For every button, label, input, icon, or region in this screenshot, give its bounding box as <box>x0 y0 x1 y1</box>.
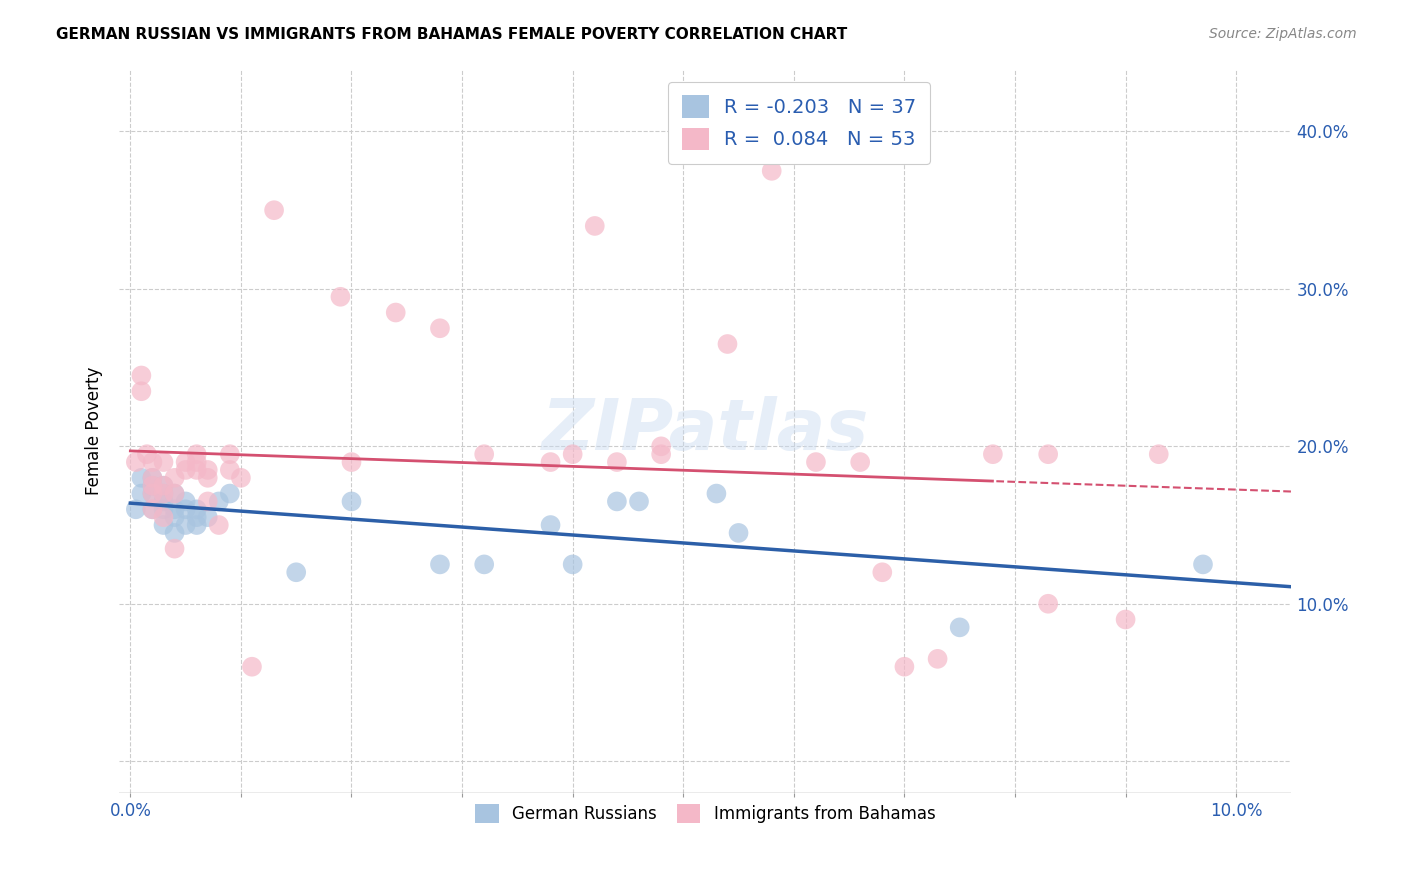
Point <box>186 510 208 524</box>
Point <box>163 510 186 524</box>
Point <box>163 486 186 500</box>
Point <box>561 447 583 461</box>
Point <box>340 494 363 508</box>
Point <box>384 305 406 319</box>
Point <box>163 541 186 556</box>
Point <box>650 447 672 461</box>
Point <box>125 502 148 516</box>
Point <box>141 471 163 485</box>
Point <box>152 478 174 492</box>
Point <box>152 486 174 500</box>
Point <box>152 518 174 533</box>
Point <box>727 525 749 540</box>
Point <box>329 290 352 304</box>
Point <box>152 455 174 469</box>
Point <box>627 494 650 508</box>
Point <box>540 518 562 533</box>
Point <box>606 455 628 469</box>
Point <box>240 659 263 673</box>
Point <box>141 478 163 492</box>
Point <box>174 518 197 533</box>
Point <box>472 447 495 461</box>
Point <box>174 455 197 469</box>
Point <box>135 447 157 461</box>
Legend: German Russians, Immigrants from Bahamas: German Russians, Immigrants from Bahamas <box>464 792 948 835</box>
Point <box>583 219 606 233</box>
Point <box>1038 597 1060 611</box>
Point <box>1192 558 1215 572</box>
Y-axis label: Female Poverty: Female Poverty <box>86 367 103 495</box>
Point <box>208 494 231 508</box>
Point <box>804 455 827 469</box>
Point <box>141 455 163 469</box>
Point <box>218 486 240 500</box>
Point <box>131 471 153 485</box>
Point <box>186 502 208 516</box>
Point <box>141 502 163 516</box>
Point <box>186 518 208 533</box>
Point <box>761 164 783 178</box>
Point <box>849 455 872 469</box>
Point <box>218 463 240 477</box>
Point <box>606 494 628 508</box>
Point <box>152 494 174 508</box>
Point <box>197 510 219 524</box>
Point <box>429 321 451 335</box>
Point <box>893 659 915 673</box>
Point <box>131 486 153 500</box>
Point <box>561 558 583 572</box>
Text: GERMAN RUSSIAN VS IMMIGRANTS FROM BAHAMAS FEMALE POVERTY CORRELATION CHART: GERMAN RUSSIAN VS IMMIGRANTS FROM BAHAMA… <box>56 27 848 42</box>
Point <box>186 455 208 469</box>
Point <box>125 455 148 469</box>
Point <box>131 384 153 399</box>
Point <box>263 203 285 218</box>
Point <box>141 502 163 516</box>
Point <box>141 471 163 485</box>
Point <box>716 337 738 351</box>
Point <box>949 620 972 634</box>
Point <box>229 471 252 485</box>
Point <box>1147 447 1170 461</box>
Point <box>472 558 495 572</box>
Point <box>163 486 186 500</box>
Point <box>197 494 219 508</box>
Point <box>152 510 174 524</box>
Point <box>650 439 672 453</box>
Point <box>1115 612 1137 626</box>
Text: Source: ZipAtlas.com: Source: ZipAtlas.com <box>1209 27 1357 41</box>
Point <box>174 494 197 508</box>
Point <box>927 652 949 666</box>
Point <box>141 486 163 500</box>
Point <box>152 502 174 516</box>
Point <box>706 486 728 500</box>
Text: ZIPatlas: ZIPatlas <box>541 396 869 465</box>
Point <box>340 455 363 469</box>
Point <box>429 558 451 572</box>
Point <box>152 478 174 492</box>
Point <box>174 502 197 516</box>
Point <box>540 455 562 469</box>
Point <box>141 486 163 500</box>
Point <box>141 478 163 492</box>
Point <box>186 463 208 477</box>
Point <box>1038 447 1060 461</box>
Point <box>186 447 208 461</box>
Point <box>197 463 219 477</box>
Point <box>174 463 197 477</box>
Point <box>208 518 231 533</box>
Point <box>197 471 219 485</box>
Point <box>163 502 186 516</box>
Point <box>131 368 153 383</box>
Point <box>285 566 308 580</box>
Point <box>981 447 1004 461</box>
Point <box>163 471 186 485</box>
Point <box>152 486 174 500</box>
Point <box>872 566 894 580</box>
Point <box>218 447 240 461</box>
Point <box>163 525 186 540</box>
